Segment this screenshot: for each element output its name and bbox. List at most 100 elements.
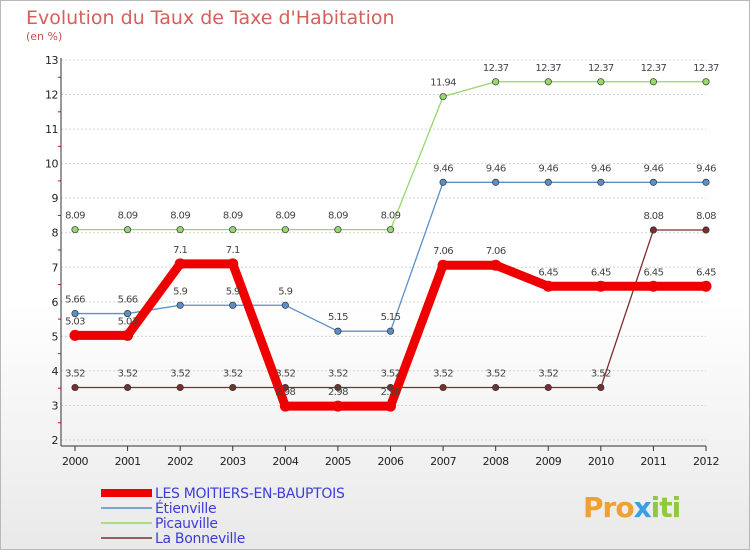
data-label: 3.52 [538, 368, 558, 379]
data-point [229, 383, 237, 392]
data-label: 11.94 [430, 78, 456, 89]
labels-series-3: 3.52 3.52 3.52 3.52 3.52 3.52 3.52 3.52 3.52 3.52… [65, 211, 717, 380]
x-tick-label: 2009 [535, 455, 561, 468]
data-point [439, 93, 447, 101]
data-point [595, 280, 607, 292]
data-point [597, 178, 605, 186]
grid [61, 59, 706, 441]
data-label: 8.08 [696, 211, 716, 222]
data-label: 3.52 [381, 368, 401, 379]
data-label: 5.15 [381, 312, 401, 323]
data-point [437, 259, 449, 271]
legend-label: LES MOITIERS-EN-BAUPTOIS [155, 486, 345, 502]
data-label: 8.09 [118, 211, 138, 222]
axes: 2 3 4 5 6 7 8 9 10 11 12 13 2000 2001 2002 2003 2004 2005… [45, 54, 720, 468]
legend-label: Étienville [155, 500, 216, 517]
data-label: 6.45 [696, 267, 716, 278]
x-tick-label: 2001 [115, 455, 141, 468]
y-tick-label: 11 [45, 123, 58, 136]
y-tick-label: 6 [52, 296, 59, 309]
data-label: 2.98 [275, 387, 295, 398]
series-3 [71, 226, 710, 392]
chart-title: Evolution du Taux de Taxe d'Habitation [26, 7, 395, 29]
data-point [492, 383, 500, 392]
data-point [544, 178, 552, 186]
series-1 [71, 178, 710, 335]
legend-label: La Bonneville [155, 531, 245, 547]
data-point [332, 400, 344, 412]
data-point [334, 226, 342, 234]
data-label: 7.1 [173, 245, 187, 256]
x-tick-label: 2006 [378, 455, 404, 468]
data-point [71, 383, 79, 392]
data-point [281, 226, 289, 234]
data-point [229, 226, 237, 234]
data-label: 12.37 [693, 63, 719, 74]
data-point [69, 329, 81, 341]
y-tick-label: 12 [45, 89, 58, 102]
labels-series-2: 8.09 8.09 8.09 8.09 8.09 8.09 8.09 11.94 12.37 12… [65, 63, 720, 222]
data-point [334, 383, 342, 392]
y-tick-label: 4 [52, 365, 59, 378]
y-tick-label: 5 [52, 330, 59, 343]
data-point [124, 310, 132, 318]
data-label: 5.66 [65, 295, 85, 306]
legend-item-1: Étienville [101, 500, 217, 517]
data-point [386, 226, 395, 234]
data-label: 3.52 [591, 368, 611, 379]
y-tick-label: 3 [52, 399, 59, 412]
data-point [124, 383, 132, 392]
data-point [649, 78, 657, 86]
data-point [176, 226, 184, 234]
chart-subtitle: (en %) [26, 30, 62, 43]
data-point [71, 226, 79, 234]
data-label: 9.46 [486, 163, 506, 174]
legend-label: Picauville [155, 516, 218, 532]
data-point [542, 280, 554, 292]
series-2 [71, 78, 710, 234]
data-point [174, 258, 186, 270]
data-label: 9.46 [643, 163, 663, 174]
data-point [490, 259, 502, 271]
data-point [176, 301, 184, 309]
data-label: 3.52 [328, 368, 348, 379]
y-tick-label: 8 [52, 227, 59, 240]
data-label: 7.1 [226, 245, 240, 256]
data-point [227, 258, 239, 270]
legend-item-0: LES MOITIERS-EN-BAUPTOIS [101, 486, 345, 502]
data-point [279, 400, 291, 412]
data-label: 9.46 [538, 163, 558, 174]
labels-series-1: 5.66 5.66 5.9 5.9 5.9 5.15 5.15 9.46 9.46 9.46 9.4… [65, 163, 717, 323]
data-point [71, 310, 79, 318]
data-point [702, 78, 710, 86]
x-tick-label: 2004 [272, 455, 298, 468]
data-label: 7.06 [433, 246, 453, 257]
data-label: 12.37 [535, 63, 561, 74]
x-tick-label: 2003 [220, 455, 246, 468]
proxiti-logo: Proxiti [583, 491, 681, 524]
data-point [647, 280, 659, 292]
data-point [334, 327, 342, 335]
data-point [385, 400, 396, 412]
data-label: 3.52 [486, 368, 506, 379]
x-tick-label: 2002 [167, 455, 193, 468]
data-point [649, 178, 657, 186]
data-label: 9.46 [433, 163, 453, 174]
y-tick-label: 9 [52, 192, 59, 205]
data-label: 8.09 [223, 211, 243, 222]
series-line [75, 81, 706, 231]
data-point [386, 327, 395, 335]
series-line [75, 181, 706, 332]
data-label: 3.52 [223, 368, 243, 379]
logo-part-x: x [634, 491, 652, 524]
data-point [597, 383, 605, 392]
data-point [702, 226, 710, 234]
legend-item-3: La Bonneville [101, 531, 245, 547]
data-point [124, 226, 132, 234]
data-label: 5.15 [328, 312, 348, 323]
y-tick-label: 7 [52, 261, 59, 274]
x-tick-label: 2007 [430, 455, 456, 468]
series-0 [69, 258, 712, 412]
data-label: 5.9 [226, 286, 240, 297]
data-label: 5.9 [173, 286, 187, 297]
